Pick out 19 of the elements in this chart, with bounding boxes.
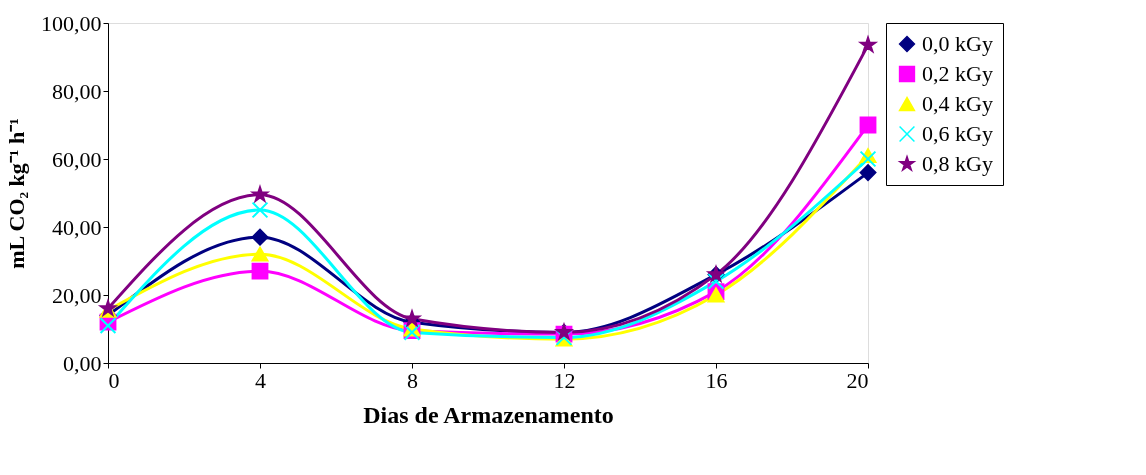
x-tick-label: 0 — [108, 367, 120, 393]
x-tick-label: 20 — [846, 367, 869, 393]
legend-label: 0,8 kGy — [922, 151, 993, 176]
legend-label: 0,0 kGy — [922, 31, 993, 56]
x-tick-label: 4 — [255, 367, 266, 393]
legend-label: 0,2 kGy — [922, 61, 993, 86]
y-tick-label: 100,00 — [41, 10, 102, 36]
x-tick-label: 12 — [553, 367, 576, 393]
y-axis-title: mL CO₂ kg⁻¹ h⁻¹ — [4, 118, 29, 269]
x-tick-label: 8 — [407, 367, 418, 393]
y-tick-label: 20,00 — [52, 282, 102, 308]
y-tick-label: 40,00 — [52, 214, 102, 240]
legend-label: 0,6 kGy — [922, 121, 993, 146]
y-tick-label: 80,00 — [52, 78, 102, 104]
x-tick-label: 16 — [705, 367, 728, 393]
y-tick-label: 60,00 — [52, 146, 102, 172]
y-tick-label: 0,00 — [63, 350, 102, 376]
legend-label: 0,4 kGy — [922, 91, 993, 116]
x-axis-title: Dias de Armazenamento — [363, 401, 614, 428]
